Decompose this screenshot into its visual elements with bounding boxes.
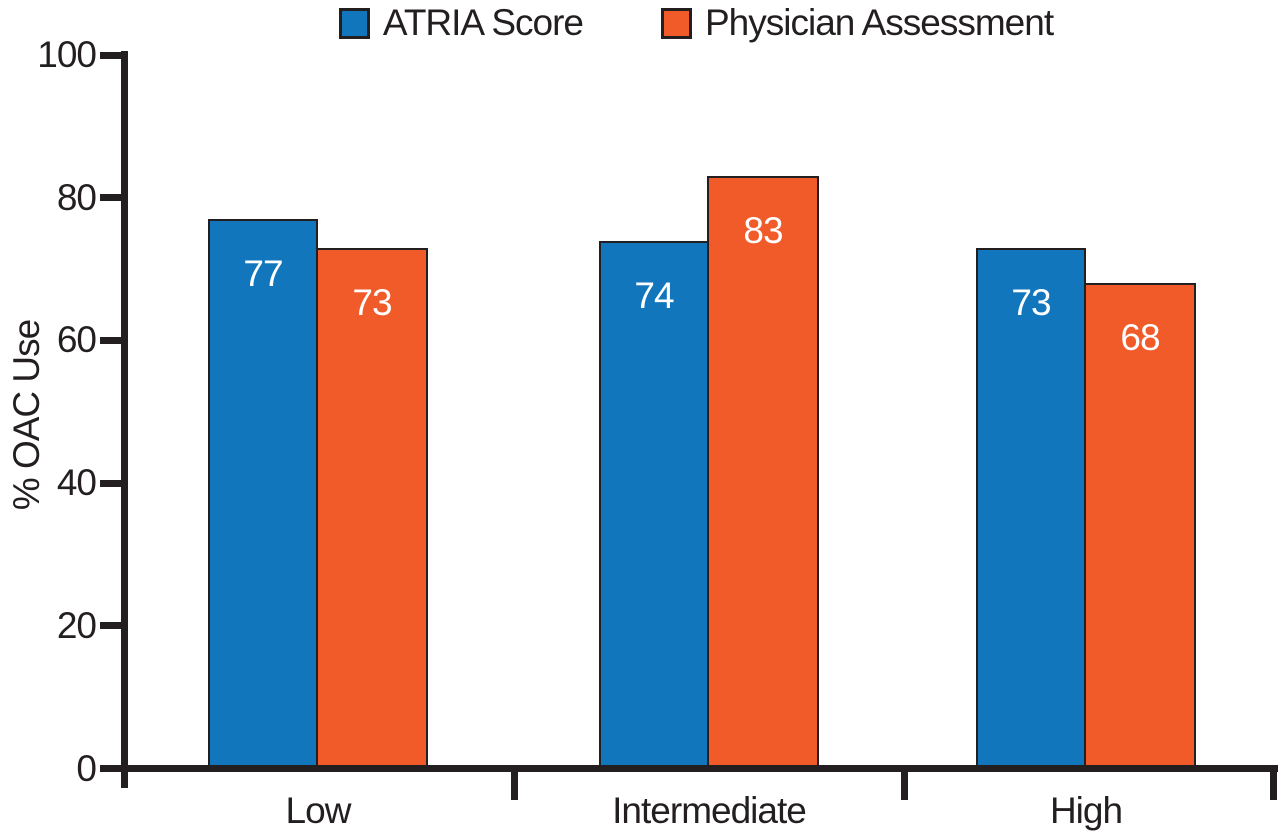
legend-swatch-atria-score — [338, 7, 370, 39]
legend-label-physician-assessment: Physician Assessment — [705, 2, 1054, 43]
x-axis-line — [112, 765, 1278, 772]
x-tick-label-low: Low — [285, 790, 352, 831]
legend-item-physician-assessment: Physician Assessment — [661, 2, 1054, 43]
bar-physician-assessment-low — [316, 248, 428, 768]
y-tick-40 — [100, 480, 128, 487]
y-tick-label-40: 40 — [56, 462, 97, 503]
bar-label-atria-score-low: 77 — [243, 253, 283, 294]
legend-item-atria-score: ATRIA Score — [338, 2, 584, 43]
x-tick-label-high: High — [1049, 790, 1123, 831]
bar-label-physician-assessment-low: 73 — [352, 282, 392, 323]
y-tick-20 — [100, 622, 128, 629]
legend-swatch-physician-assessment — [661, 7, 692, 39]
chart-legend: ATRIA Score Physician Assessment — [114, 2, 1278, 44]
y-tick-label-100: 100 — [37, 34, 97, 75]
y-tick-label-20: 20 — [56, 605, 97, 646]
y-tick-label-80: 80 — [56, 177, 97, 218]
x-tick-1 — [901, 768, 908, 800]
y-tick-0 — [100, 765, 128, 772]
bar-label-physician-assessment-intermediate: 83 — [743, 210, 783, 251]
y-tick-label-60: 60 — [56, 319, 97, 360]
x-tick-label-intermediate: Intermediate — [612, 790, 807, 831]
bar-atria-score-low — [208, 219, 318, 768]
legend-label-atria-score: ATRIA Score — [382, 2, 584, 43]
y-tick-100 — [100, 52, 128, 59]
y-tick-60 — [100, 337, 128, 344]
bar-physician-assessment-intermediate — [707, 176, 819, 768]
bar-atria-score-intermediate — [599, 241, 709, 768]
y-tick-80 — [100, 194, 128, 201]
bar-atria-score-high — [976, 248, 1086, 768]
x-tick-2 — [1270, 768, 1277, 800]
bar-label-atria-score-high: 73 — [1011, 282, 1051, 323]
bar-label-physician-assessment-high: 68 — [1120, 317, 1160, 358]
y-axis-line — [121, 51, 128, 788]
x-tick-0 — [511, 768, 518, 800]
bar-physician-assessment-high — [1084, 283, 1196, 768]
bar-label-atria-score-intermediate: 74 — [634, 275, 674, 316]
y-tick-label-0: 0 — [76, 748, 97, 789]
